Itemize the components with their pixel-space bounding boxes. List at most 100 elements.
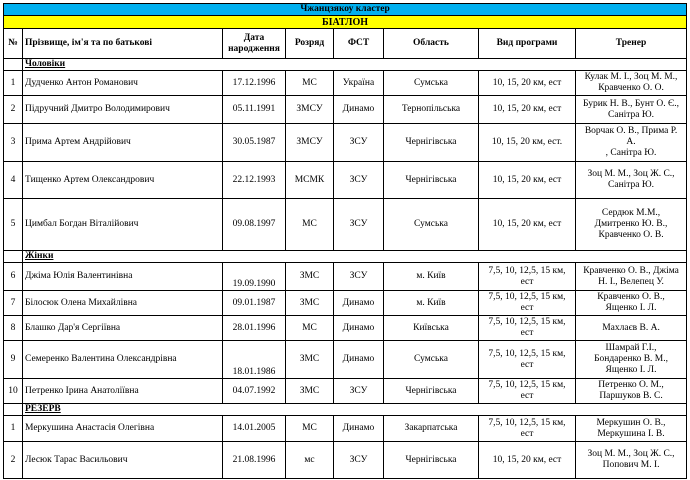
coach-cell: Шамрай Г.І., Бондаренко В. М., Ященко І.… — [574, 340, 688, 379]
athlete-name-cell: Дудченко Антон Романович — [22, 70, 223, 96]
row-number-cell: 10 — [3, 378, 23, 404]
section-label: Жінки — [25, 251, 54, 262]
rank-cell: МС — [285, 315, 334, 341]
program-cell: 10, 15, 20 км, ест — [478, 161, 576, 199]
coach-cell: Петренко О. М., Паршуков В. С. — [574, 378, 688, 404]
program-cell: 7,5, 10, 12,5, 15 км, ест — [478, 262, 576, 291]
row-number-cell: 1 — [3, 415, 23, 442]
region-cell: Сумська — [383, 340, 479, 379]
fst-cell: ЗСУ — [333, 161, 384, 199]
program-cell: 10, 15, 20 км, ест — [478, 95, 576, 124]
region-cell: Київська — [383, 315, 479, 341]
athlete-name-cell: Меркушина Анастасія Олегівна — [22, 415, 223, 442]
header-region: Область — [383, 28, 479, 59]
sport-title: БІАТЛОН — [2, 15, 688, 29]
athlete-name-cell: Цимбал Богдан Віталійович — [22, 198, 223, 251]
table-row: 2 Лесюк Тарас Васильович 21.08.1996 мс ЗСУ Че… — [3, 441, 688, 479]
row-number-cell: 2 — [3, 441, 23, 479]
athlete-name-cell: Прима Артем Андрійович — [22, 123, 223, 162]
region-cell: Чернігівська — [383, 378, 479, 404]
coach-cell: Кулак М. І., Зоц М. М., Кравченко О. О. — [574, 70, 688, 96]
birth-date-cell: 17.12.1996 — [222, 70, 286, 96]
fst-cell: ЗСУ — [333, 198, 384, 251]
section-num-cell — [3, 250, 23, 263]
program-cell: 7,5, 10, 12,5, 15 км, ест — [478, 378, 576, 404]
rank-cell: ЗМСУ — [285, 95, 334, 124]
athlete-name-cell: Блашко Дар'я Сергіївна — [22, 315, 223, 341]
fst-cell: Динамо — [333, 290, 384, 316]
birth-date-cell: 14.01.2005 — [222, 415, 286, 442]
row-number-cell: 1 — [3, 70, 23, 96]
table-row: 4 Тищенко Артем Олександрович 22.12.1993 МС… — [3, 161, 688, 199]
table-row: 3 Прима Артем Андрійович 30.05.1987 ЗМСУ ЗСУ… — [3, 123, 688, 162]
header-name: Прізвище, ім'я та по батькові — [22, 28, 223, 59]
row-number-cell: 7 — [3, 290, 23, 316]
coach-cell: Кравченко О. В., Джіма Н. І., Велепец У. — [574, 262, 688, 291]
program-cell: 10, 15, 20 км, ест — [478, 198, 576, 251]
birth-date-cell: 30.05.1987 — [222, 123, 286, 162]
table-row: 1 Меркушина Анастасія Олегівна 14.01.2005 М… — [3, 415, 688, 442]
header-program: Вид програми — [478, 28, 576, 59]
rank-cell: ЗМС — [285, 262, 334, 291]
birth-date-cell: 19.09.1990 — [222, 262, 286, 291]
section-row-women: Жінки — [3, 250, 688, 263]
section-label: Чоловіки — [25, 59, 66, 70]
coach-cell: Меркушин О. В., Меркушина І. В. — [574, 415, 688, 442]
section-label-cell: Жінки — [21, 250, 688, 263]
table-row: 1 Дудченко Антон Романович 17.12.1996 МС Укр… — [3, 70, 688, 96]
fst-cell: Україна — [333, 70, 384, 96]
rank-cell: МС — [285, 198, 334, 251]
athlete-name-cell: Білоcюк Олена Михайлівна — [22, 290, 223, 316]
fst-cell: ЗСУ — [333, 123, 384, 162]
row-number-cell: 5 — [3, 198, 23, 251]
region-cell: Тернопільська — [383, 95, 479, 124]
athlete-name-cell: Семеренко Валентина Олександрівна — [22, 340, 223, 379]
table-row: 8 Блашко Дар'я Сергіївна 28.01.1996 МС Динам… — [3, 315, 688, 341]
table-row: 6 Джіма Юлія Валентинівна 19.09.1990 ЗМС ЗСУ… — [3, 262, 688, 291]
section-row-reserve: РЕЗЕРВ — [3, 403, 688, 416]
rank-cell: МСМК — [285, 161, 334, 199]
section-label-cell: Чоловіки — [21, 58, 688, 71]
header-row: № Прізвище, ім'я та по батькові Дата нар… — [3, 28, 688, 59]
coach-cell: Бурик Н. В., Бунт О. Є., Санітра Ю. — [574, 95, 688, 124]
coach-cell: Кравченко О. В., Ященко І. Л. — [574, 290, 688, 316]
fst-cell: Динамо — [333, 415, 384, 442]
program-cell: 10, 15, 20 км, ест — [478, 70, 576, 96]
athlete-name-cell: Петренко Ірина Анатоліївна — [22, 378, 223, 404]
table-row: 7 Білоcюк Олена Михайлівна 09.01.1987 ЗМС Ди… — [3, 290, 688, 316]
program-cell: 10, 15, 20 км, ест — [478, 441, 576, 479]
athletes-table: Чжанцзякоу кластер БІАТЛОН № Прізвище, і… — [2, 3, 688, 479]
rank-cell: МС — [285, 415, 334, 442]
table-row: 5 Цимбал Богдан Віталійович 09.08.1997 МС ЗС… — [3, 198, 688, 251]
athlete-name-cell: Джіма Юлія Валентинівна — [22, 262, 223, 291]
table-row: 2 Підручний Дмитро Володимирович 05.11.199… — [3, 95, 688, 124]
fst-cell: Динамо — [333, 340, 384, 379]
cluster-title: Чжанцзякоу кластер — [2, 3, 688, 16]
region-cell: Чернігівська — [383, 161, 479, 199]
region-cell: Закарпатська — [383, 415, 479, 442]
section-num-cell — [3, 403, 23, 416]
row-number-cell: 6 — [3, 262, 23, 291]
region-cell: Сумська — [383, 70, 479, 96]
fst-cell: Динамо — [333, 315, 384, 341]
region-cell: Чернігівська — [383, 123, 479, 162]
birth-date-cell: 22.12.1993 — [222, 161, 286, 199]
row-number-cell: 8 — [3, 315, 23, 341]
header-dob: Дата народження — [222, 28, 286, 59]
coach-cell: Ворчак О. В., Прима Р. А. , Санітра Ю. — [574, 123, 688, 162]
section-label: РЕЗЕРВ — [25, 404, 61, 415]
row-number-cell: 9 — [3, 340, 23, 379]
birth-date-cell: 18.01.1986 — [222, 340, 286, 379]
fst-cell: Динамо — [333, 95, 384, 124]
program-cell: 7,5, 10, 12,5, 15 км, ест — [478, 340, 576, 379]
table-row: 9 Семеренко Валентина Олександрівна 18.01.… — [3, 340, 688, 379]
section-row-men: Чоловіки — [3, 58, 688, 71]
program-cell: 7,5, 10, 12,5, 15 км, ест — [478, 415, 576, 442]
birth-date-cell: 09.01.1987 — [222, 290, 286, 316]
birth-date-cell: 05.11.1991 — [222, 95, 286, 124]
header-fst: ФСТ — [333, 28, 384, 59]
birth-date-cell: 28.01.1996 — [222, 315, 286, 341]
fst-cell: ЗСУ — [333, 378, 384, 404]
row-number-cell: 3 — [3, 123, 23, 162]
fst-cell: ЗСУ — [333, 441, 384, 479]
